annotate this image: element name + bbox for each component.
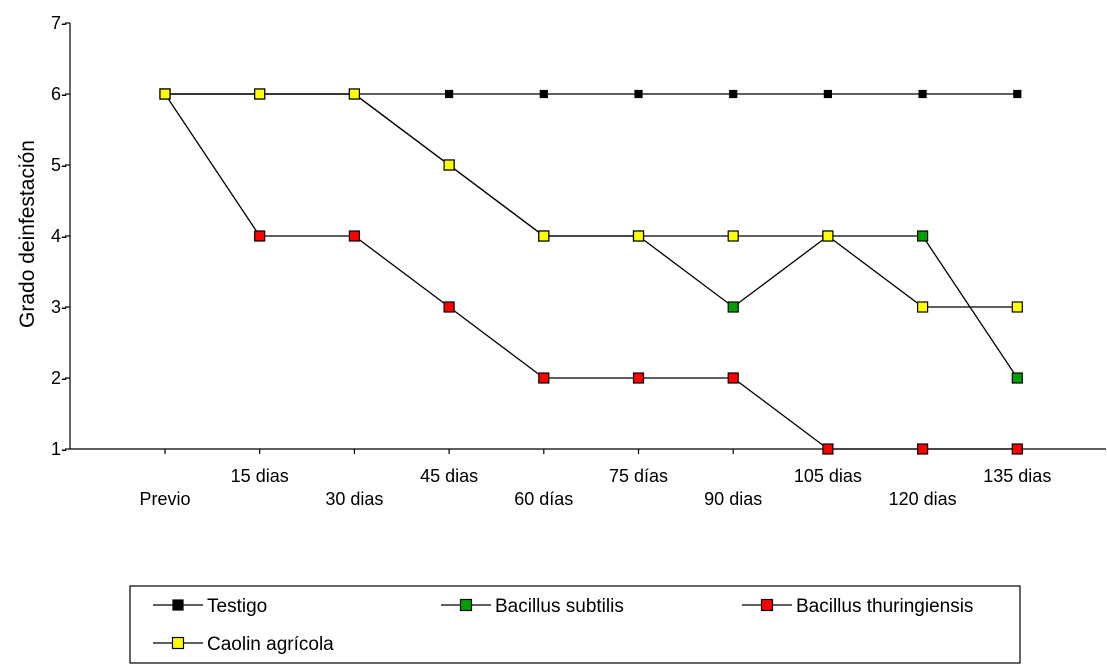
data-point xyxy=(823,89,833,99)
y-tick-label: 1- xyxy=(51,439,67,459)
y-tick-label: 3- xyxy=(51,297,67,317)
data-point xyxy=(443,159,455,171)
data-point xyxy=(538,372,550,384)
y-tick-label: 7- xyxy=(51,13,67,33)
y-tick-label: 6- xyxy=(51,84,67,104)
series-markers xyxy=(159,88,1023,313)
x-tick-label: 45 dias xyxy=(420,466,478,486)
series-line xyxy=(164,93,1018,450)
legend-swatch xyxy=(459,598,473,612)
data-point xyxy=(634,89,643,99)
data-point xyxy=(348,230,360,242)
y-tick-label: 2- xyxy=(51,368,67,388)
data-point xyxy=(539,89,548,99)
data-point xyxy=(727,301,739,313)
data-point xyxy=(538,230,550,242)
data-point xyxy=(1011,443,1023,455)
data-point xyxy=(1011,372,1023,384)
data-point xyxy=(727,230,739,242)
legend-label: Testigo xyxy=(207,596,267,617)
legend: Testigo Bacillus subtilis Bacillus thuring… xyxy=(129,585,1021,664)
x-tick-label: 90 dias xyxy=(704,489,762,509)
data-point xyxy=(916,443,929,455)
series-markers xyxy=(159,88,1023,455)
data-point xyxy=(632,372,645,384)
data-point xyxy=(1011,301,1023,313)
data-point xyxy=(822,230,834,242)
x-tick-label: 60 días xyxy=(514,489,573,509)
x-tick-label: 105 dias xyxy=(794,466,862,486)
legend-label: Caolin agrícola xyxy=(207,634,334,655)
data-point xyxy=(822,443,834,455)
data-point xyxy=(443,301,455,313)
x-tick-label: Previo xyxy=(139,489,190,509)
legend-label: Bacillus thuringiensis xyxy=(796,596,973,617)
data-point xyxy=(254,88,266,100)
series-bacillus-thuringiensis xyxy=(164,93,1018,450)
legend-label: Bacillus subtilis xyxy=(495,596,624,617)
legend-swatch xyxy=(172,599,184,611)
data-point xyxy=(159,88,171,100)
x-tick-label: 120 dias xyxy=(889,489,957,509)
data-point xyxy=(729,89,738,99)
legend-item: Bacillus subtilis xyxy=(441,596,624,617)
data-point xyxy=(1013,89,1022,99)
y-axis-title: Grado deinfestación xyxy=(16,140,39,328)
data-point xyxy=(632,230,645,242)
legend-swatch xyxy=(171,636,185,650)
data-point xyxy=(254,230,266,242)
x-tick-label: 30 dias xyxy=(325,489,383,509)
series-caolin-agr-cola xyxy=(165,93,1018,308)
x-tick-label: 75 días xyxy=(609,466,668,486)
series-line xyxy=(165,93,1018,308)
legend-box xyxy=(129,585,1021,664)
legend-item: Bacillus thuringiensis xyxy=(742,596,973,617)
data-point xyxy=(727,372,739,384)
legend-item: Caolin agrícola xyxy=(153,634,334,655)
series-layer xyxy=(159,88,1023,455)
data-point xyxy=(916,301,929,313)
x-tick-label: 135 dias xyxy=(983,466,1051,486)
data-point xyxy=(916,230,929,242)
axes: 1- 2- 3- 4- 5- 6- 7- Previo 15 dias 30 dias 45 dia… xyxy=(51,13,1106,509)
data-point xyxy=(918,89,927,99)
data-point xyxy=(445,89,454,99)
data-point xyxy=(348,88,360,100)
x-tick-label: 15 dias xyxy=(231,466,289,486)
legend-item: Testigo xyxy=(153,596,267,617)
y-tick-label: 5- xyxy=(51,155,67,175)
y-tick-label: 4- xyxy=(51,226,67,246)
legend-swatch xyxy=(760,598,774,612)
